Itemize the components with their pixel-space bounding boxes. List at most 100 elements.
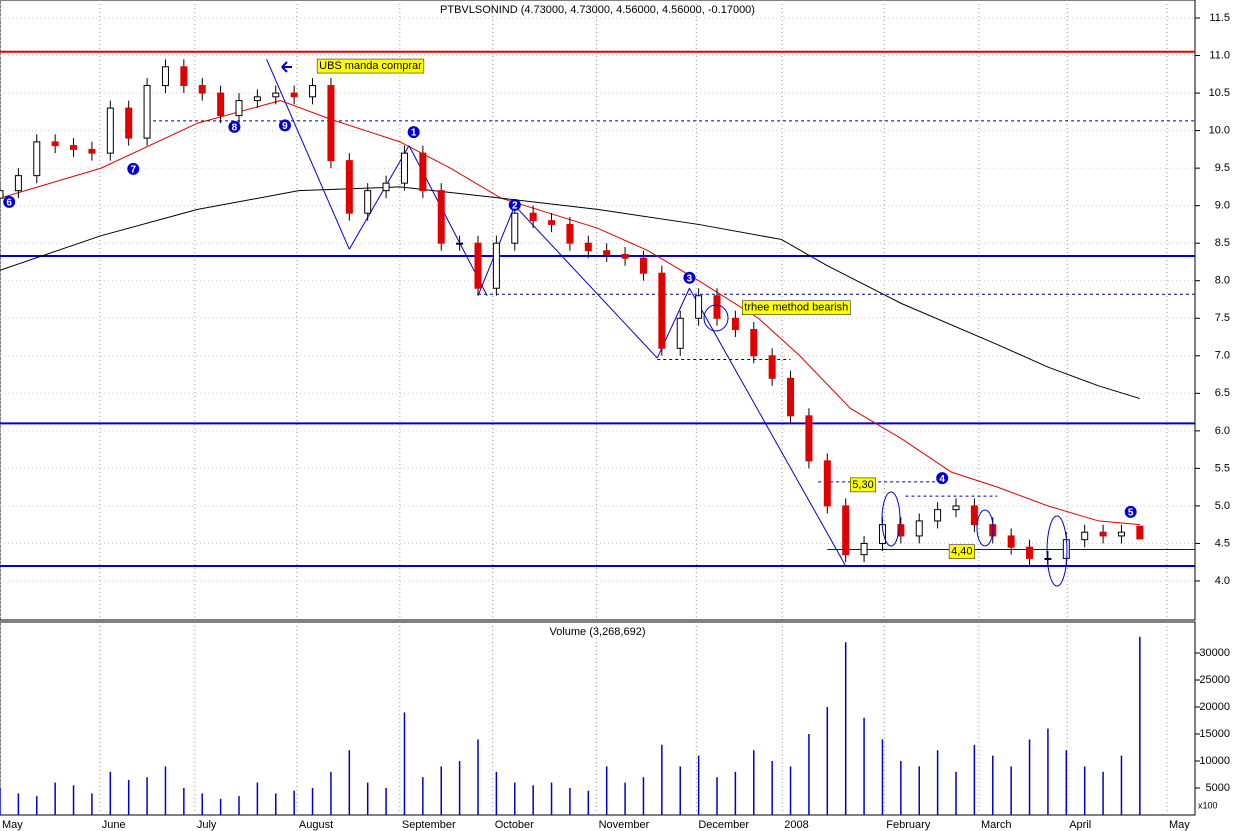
y-tick-label: 10000 [1199, 755, 1230, 767]
candle-body [180, 66, 188, 87]
x-tick-label: July [197, 819, 217, 831]
y-tick-label: 10.0 [1209, 125, 1230, 137]
moving-average [0, 100, 1140, 526]
candle-body [88, 148, 96, 154]
wave-label: 2 [512, 201, 518, 212]
chart-title: PTBVLSONIND (4.73000, 4.73000, 4.56000, … [440, 4, 755, 16]
y-tick-label: 15000 [1199, 728, 1230, 740]
arrow [281, 61, 292, 73]
wave-label: 5 [1128, 508, 1134, 519]
candle-body [750, 329, 758, 357]
candle-body [713, 295, 721, 319]
candle-body [658, 272, 666, 349]
y-tick-label: 6.5 [1215, 387, 1230, 399]
annotation: 5,30 [852, 479, 873, 491]
candle-body [309, 85, 317, 98]
y-tick-label: 7.0 [1215, 350, 1230, 362]
x-tick-label: May [2, 819, 23, 831]
candle-body [768, 355, 776, 379]
annotation-box [850, 477, 876, 493]
candle-body [842, 505, 850, 556]
candle-body [529, 212, 537, 222]
y-tick-label: 10.5 [1209, 87, 1230, 99]
trend-line [348, 145, 410, 250]
wave-marker [278, 119, 291, 132]
candle-body [566, 223, 574, 244]
highlight-ellipse [881, 491, 901, 547]
x-tick-label: September [402, 819, 456, 831]
wave-label: 9 [282, 121, 288, 132]
moving-average [0, 186, 1140, 400]
x-tick-label: December [698, 819, 749, 831]
candle-body [1099, 531, 1107, 537]
candle-body [934, 509, 942, 522]
wave-label: 8 [232, 122, 238, 133]
y-tick-label: 5.0 [1215, 500, 1230, 512]
trend-line [514, 205, 658, 359]
candle-body [1136, 525, 1144, 540]
annotation: trhee method bearish [744, 302, 848, 314]
candle-body [584, 242, 592, 252]
candle-body [33, 141, 41, 177]
trend-line [266, 59, 350, 250]
y-tick-label: 8.5 [1215, 237, 1230, 249]
candle-body [621, 253, 629, 259]
y-tick-label: 9.0 [1215, 200, 1230, 212]
candle-body [970, 505, 978, 526]
wave-marker [127, 162, 140, 175]
candle-body [492, 242, 500, 289]
candle-body [106, 107, 114, 154]
candle-body [639, 257, 647, 274]
candle-body [787, 377, 795, 417]
candle-body [1044, 557, 1052, 560]
x-tick-label: November [599, 819, 650, 831]
y-tick-label: 30000 [1199, 647, 1230, 659]
candle-body [915, 520, 923, 537]
candle-body [1007, 535, 1015, 548]
x-tick-label: March [981, 819, 1012, 831]
candle-body [14, 175, 22, 192]
candle-body [1117, 531, 1125, 537]
candle-body [345, 160, 353, 214]
annotation: 4,40 [951, 546, 972, 558]
candle-body [400, 152, 408, 184]
wave-label: 1 [411, 128, 417, 139]
y-tick-label: 11.5 [1209, 12, 1230, 24]
candle-body [364, 190, 372, 214]
annotation: UBS manda comprar [319, 60, 422, 72]
wave-marker [407, 126, 420, 139]
x-tick-label: February [886, 819, 931, 831]
x-tick-label: 2008 [784, 819, 808, 831]
candle-body [676, 317, 684, 349]
x-tick-label: October [495, 819, 534, 831]
panel-frame [0, 621, 1196, 816]
annotation-box [742, 300, 851, 315]
candle-body [70, 145, 78, 150]
scale-label: x100 [1198, 800, 1218, 810]
candle-body [382, 182, 390, 192]
candle-body [217, 92, 225, 117]
panel-frame [0, 0, 1196, 621]
y-tick-label: 8.0 [1215, 275, 1230, 287]
wave-marker [508, 198, 521, 211]
candle-body [603, 250, 611, 255]
wave-label: 4 [939, 474, 945, 485]
y-tick-label: 5000 [1206, 782, 1230, 794]
x-tick-label: April [1069, 819, 1091, 831]
wave-marker [936, 472, 949, 485]
candle-body [198, 85, 206, 94]
wave-marker [683, 271, 696, 284]
candle-body [125, 107, 133, 139]
y-tick-label: 5.5 [1215, 462, 1230, 474]
candle-body [548, 220, 556, 225]
wave-label: 7 [131, 165, 137, 176]
x-tick-label: May [1169, 819, 1190, 831]
candle-body [143, 85, 151, 139]
candle-body [1026, 546, 1034, 559]
annotation-box [948, 544, 975, 559]
y-tick-label: 25000 [1199, 674, 1230, 686]
candle-body [1081, 531, 1089, 541]
candle-body [327, 85, 335, 162]
